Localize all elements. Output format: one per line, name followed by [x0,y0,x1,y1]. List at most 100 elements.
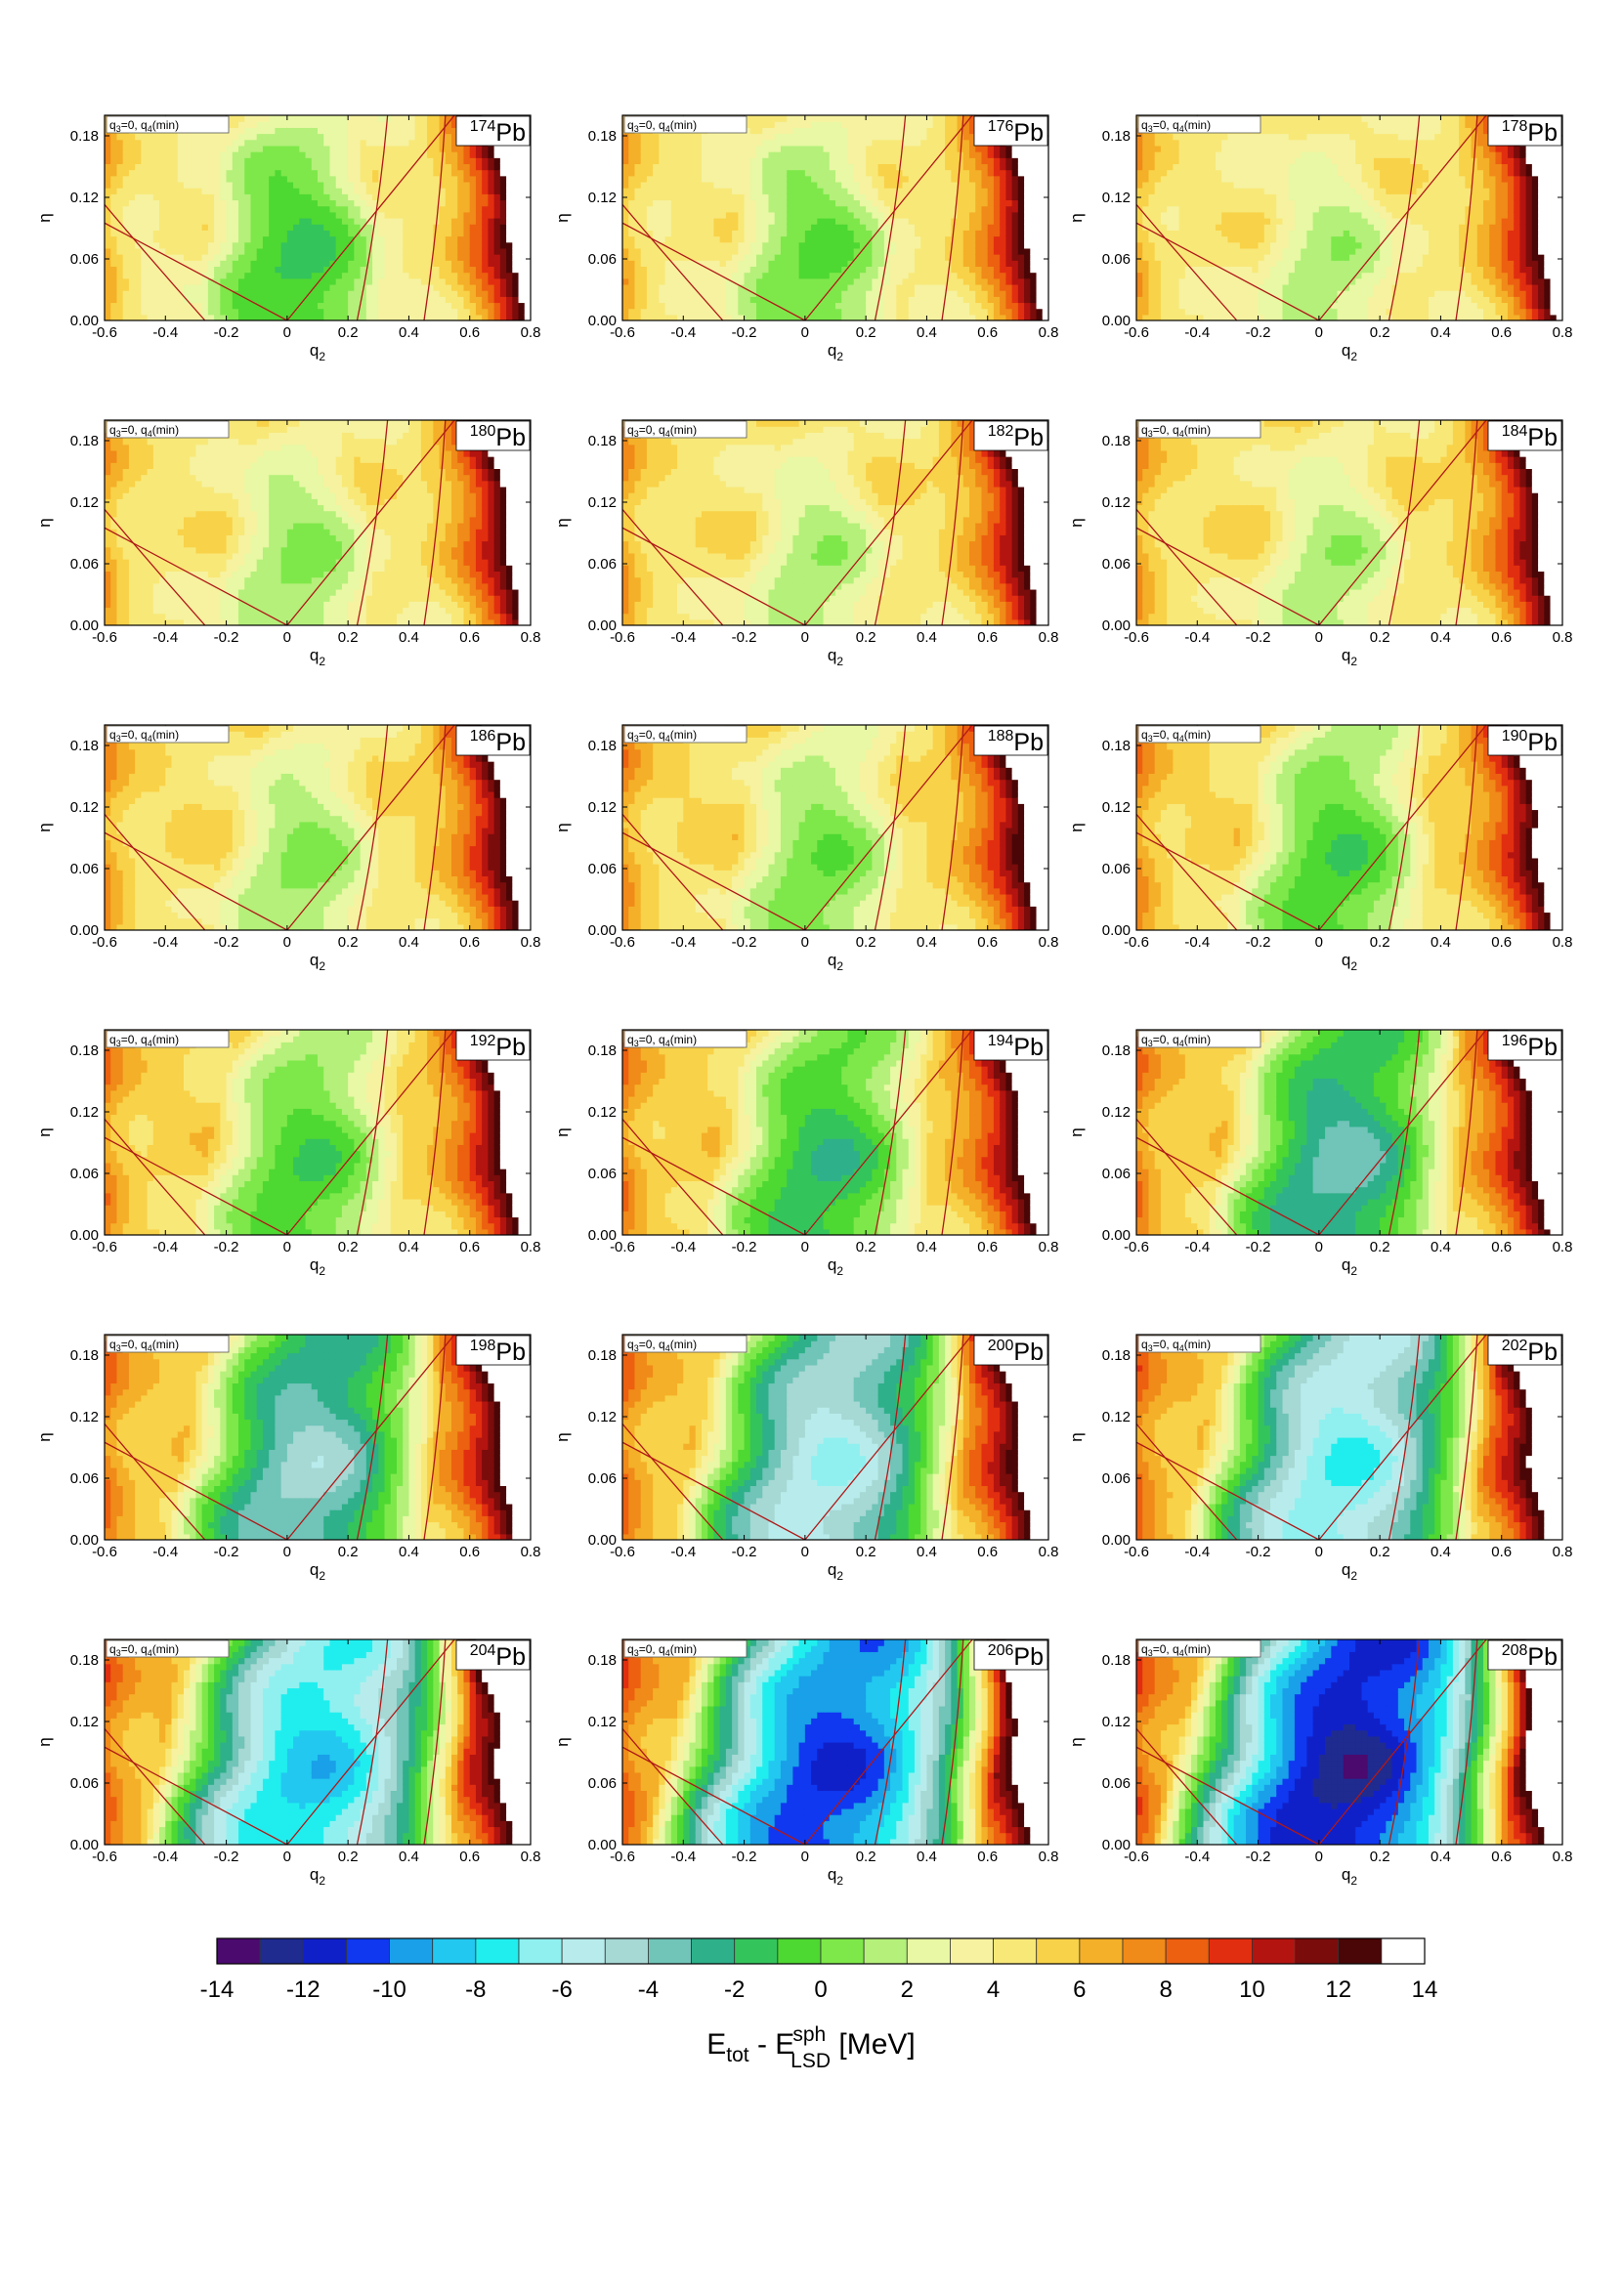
x-tick-label: 0.4 [399,629,419,646]
x-tick-label: 0 [283,1544,291,1560]
isotope-label: 198Pb [470,1338,526,1366]
energy-field [622,1030,1048,1235]
colorbar-tick-label: 12 [1325,1977,1351,2003]
x-tick-label: 0 [801,1544,809,1560]
x-tick-label: -0.4 [1184,1544,1210,1560]
x-tick-label: 0 [1315,1849,1323,1865]
y-tick-label: 0.00 [70,617,99,634]
isotope-label: 176Pb [988,118,1044,147]
y-axis-label: η [553,213,572,222]
colorbar-swatch [1036,1937,1081,1965]
deformation-guides [1136,1030,1487,1235]
x-axis-label: q2 [828,341,843,363]
x-tick-label: 0.2 [1370,934,1390,951]
isotope-label: 192Pb [470,1033,526,1061]
y-tick-label: 0.06 [588,1470,617,1487]
x-tick-label: -0.2 [214,324,239,341]
y-tick-label: 0.18 [70,128,99,145]
x-tick-label: -0.4 [152,934,178,951]
y-tick-label: 0.18 [1102,738,1131,754]
x-tick-label: 0.2 [856,1239,876,1255]
colorbar-swatch [475,1937,520,1965]
x-axis-label: q2 [1342,1255,1357,1278]
colorbar-tick-label: 14 [1412,1977,1438,2003]
y-tick-label: 0.12 [70,799,99,816]
y-tick-label: 0.06 [1102,556,1131,573]
x-tick-label: 0.8 [521,1239,541,1255]
x-tick-label: 0.8 [1039,934,1059,951]
isotope-label: 188Pb [988,728,1044,756]
x-axis-label: q2 [310,1255,325,1278]
y-axis-label: η [553,1127,572,1136]
shape-annotation: q3=0, q4(min) [109,118,179,134]
plot-frame [621,419,1049,626]
colorbar-swatch [432,1937,477,1965]
x-tick-label: -0.4 [152,1849,178,1865]
shape-annotation: q3=0, q4(min) [109,1033,179,1048]
panel-176Pb: -0.6 -0.4 -0.2 0 0.2 0.4 0.6 0.8 0.00 0.06 0.12 0.1… [553,114,1058,363]
x-tick-label: 0.4 [399,1849,419,1865]
isotope-label: 184Pb [1502,423,1558,451]
x-tick-label: 0.8 [1039,629,1059,646]
y-axis-label: η [35,1737,54,1746]
y-tick-label: 0.12 [70,1104,99,1121]
colorbar-swatch [518,1937,563,1965]
y-axis-label: η [1067,518,1086,527]
plot-frame [1135,1029,1563,1236]
deformation-guides [622,115,973,320]
x-tick-label: 0.4 [399,324,419,341]
y-tick-label: 0.12 [588,1409,617,1425]
colorbar-tick-label: -12 [286,1977,320,2003]
colorbar-swatch [1122,1937,1167,1965]
y-tick-label: 0.12 [588,190,617,206]
y-tick-label: 0.12 [1102,494,1131,511]
energy-field [622,420,1048,625]
shape-annotation: q3=0, q4(min) [627,1033,697,1048]
x-tick-label: 0 [801,629,809,646]
colorbar-swatch [777,1937,822,1965]
panel-196Pb: -0.6 -0.4 -0.2 0 0.2 0.4 0.6 0.8 0.00 0.06 0.12 0.1… [1067,1029,1572,1278]
y-tick-label: 0.00 [588,617,617,634]
y-tick-label: 0.12 [1102,190,1131,206]
x-tick-label: 0.4 [399,934,419,951]
panel-204Pb: -0.6 -0.4 -0.2 0 0.2 0.4 0.6 0.8 0.00 0.06 0.12 0.1… [35,1638,540,1888]
colorbar-swatch [389,1937,434,1965]
y-tick-label: 0.00 [70,1532,99,1549]
colorbar-tick-label: -14 [200,1977,235,2003]
x-tick-label: -0.6 [1124,324,1149,341]
x-axis-label: q2 [1342,1865,1357,1888]
y-tick-label: 0.12 [70,1714,99,1730]
x-tick-label: -0.4 [152,629,178,646]
x-tick-label: 0.6 [1491,1849,1512,1865]
x-tick-label: 0 [1315,934,1323,951]
x-tick-label: 0 [801,324,809,341]
energy-field [105,1639,531,1845]
y-tick-label: 0.06 [588,556,617,573]
x-tick-label: -0.4 [1184,324,1210,341]
y-tick-label: 0.12 [1102,799,1131,816]
y-axis-label: η [553,1737,572,1746]
x-tick-label: 0.2 [856,324,876,341]
x-tick-label: 0 [283,934,291,951]
x-tick-label: 0.2 [338,1849,359,1865]
y-tick-label: 0.06 [70,251,99,268]
x-tick-label: -0.6 [1124,629,1149,646]
x-axis-label: q2 [310,341,325,363]
deformation-guides [1136,1639,1487,1845]
x-tick-label: 0.6 [1491,629,1512,646]
y-tick-label: 0.18 [70,1042,99,1059]
x-tick-label: 0 [1315,629,1323,646]
x-tick-label: 0.6 [977,1239,998,1255]
x-tick-label: 0.8 [521,324,541,341]
colorbar-swatch [734,1937,779,1965]
y-tick-label: 0.12 [1102,1714,1131,1730]
energy-field [1136,1639,1562,1845]
isotope-label: 204Pb [470,1642,526,1671]
deformation-guides [105,115,455,320]
plot-frame [621,1638,1049,1846]
shape-annotation: q3=0, q4(min) [627,118,697,134]
panel-200Pb: -0.6 -0.4 -0.2 0 0.2 0.4 0.6 0.8 0.00 0.06 0.12 0.1… [553,1334,1058,1583]
energy-field [622,1639,1048,1845]
energy-field [1136,420,1562,625]
isotope-label: 208Pb [1502,1642,1558,1671]
